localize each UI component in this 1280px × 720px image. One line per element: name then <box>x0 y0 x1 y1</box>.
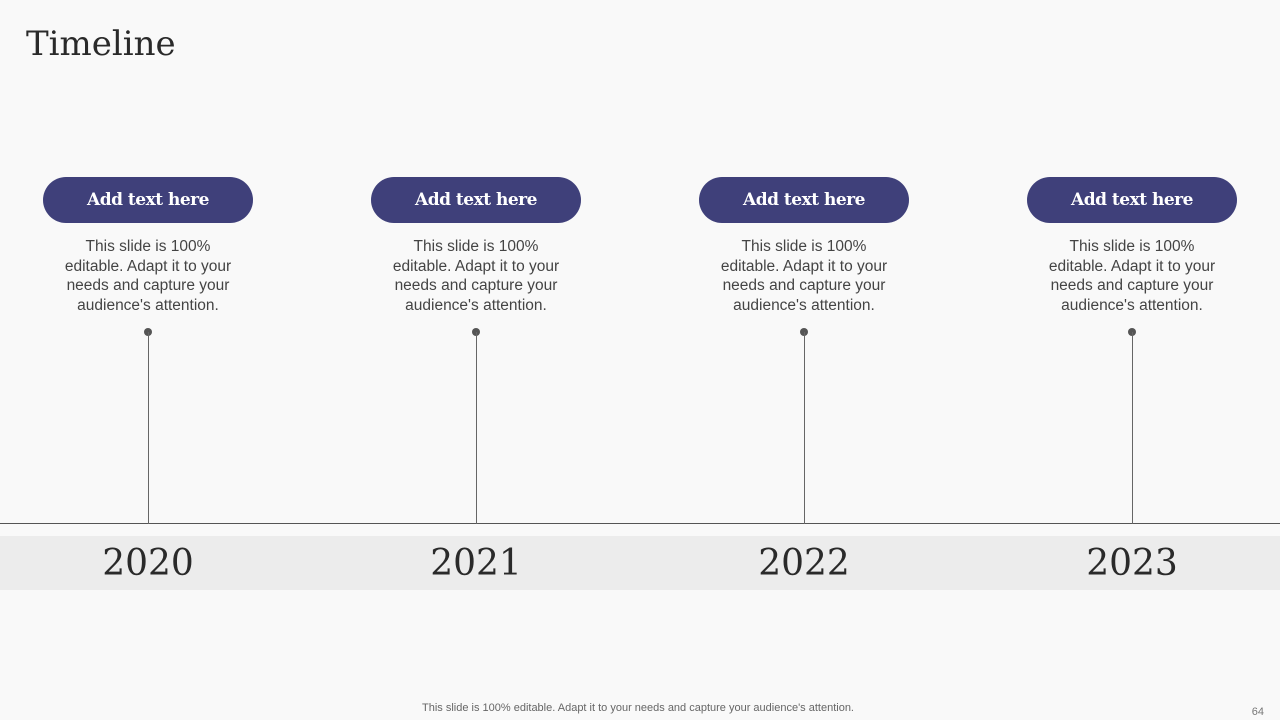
year-label: 2023 <box>1086 543 1178 584</box>
milestone-connector <box>148 332 149 524</box>
year-label: 2022 <box>758 543 850 584</box>
milestone-label[interactable]: Add text here <box>43 177 253 223</box>
timeline-item: Add text here This slide is 100% editabl… <box>43 177 253 315</box>
timeline-axis <box>0 523 1280 524</box>
milestone-description: This slide is 100% editable. Adapt it to… <box>720 238 888 314</box>
milestone-description: This slide is 100% editable. Adapt it to… <box>64 238 232 314</box>
milestone-connector <box>804 332 805 524</box>
page-number: 64 <box>1251 706 1264 718</box>
milestone-description: This slide is 100% editable. Adapt it to… <box>392 238 560 314</box>
milestone-label[interactable]: Add text here <box>371 177 581 223</box>
footer-note: This slide is 100% editable. Adapt it to… <box>422 702 854 714</box>
milestone-description: This slide is 100% editable. Adapt it to… <box>1048 238 1216 314</box>
year-label: 2020 <box>102 543 194 584</box>
slide-title: Timeline <box>26 24 176 64</box>
milestone-connector <box>1132 332 1133 524</box>
milestone-connector <box>476 332 477 524</box>
milestone-label[interactable]: Add text here <box>699 177 909 223</box>
year-label: 2021 <box>430 543 522 584</box>
year-band <box>0 536 1280 590</box>
timeline-item: Add text here This slide is 100% editabl… <box>699 177 909 315</box>
milestone-label[interactable]: Add text here <box>1027 177 1237 223</box>
timeline-item: Add text here This slide is 100% editabl… <box>371 177 581 315</box>
timeline-item: Add text here This slide is 100% editabl… <box>1027 177 1237 315</box>
